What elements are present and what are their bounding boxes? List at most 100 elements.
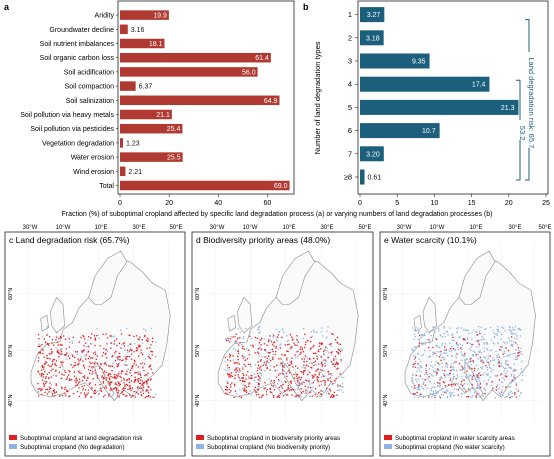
map-cropland-dot [412,393,414,395]
map-cropland-dot [413,346,416,348]
map-cropland-dot [302,366,304,369]
map-cropland-dot [234,335,236,338]
map-cropland-dot [341,376,343,378]
map-cropland-dot [457,394,459,396]
map-cropland-dot [98,337,100,339]
map-cropland-dot [483,372,486,374]
map-cropland-dot [112,387,114,390]
map-cropland-dot [284,344,286,346]
map-cropland-dot [487,357,489,360]
map-cropland-dot [477,387,479,389]
map-cropland-dot [468,367,471,369]
map-cropland-dot [321,361,323,363]
map-cropland-dot [134,380,136,382]
map-cropland-dot [42,379,44,381]
map-cropland-dot [147,379,149,381]
map-cropland-dot [72,364,75,366]
map-cropland-dot [444,376,446,378]
map-cropland-dot [430,334,432,337]
map-cropland-dot [307,365,309,367]
map-cropland-dot [260,369,263,371]
map-cropland-dot [299,346,302,348]
map-cropland-dot [438,346,441,348]
map-cropland-dot [63,374,65,376]
map-cropland-dot [330,352,332,354]
map-cropland-dot [227,382,229,385]
map-cropland-dot [427,377,429,379]
map-cropland-dot [503,350,505,353]
map-cropland-dot [299,348,302,350]
map-cropland-dot [94,339,96,341]
map-cropland-dot [308,362,311,364]
map-cropland-dot [416,380,418,383]
map-cropland-dot [266,367,268,370]
map-cropland-dot [143,363,146,365]
map-cropland-dot [497,354,499,356]
map-cropland-dot [439,385,442,387]
map-cropland-dot [131,394,134,397]
map-cropland-dot [240,396,243,399]
map-cropland-dot [514,378,516,381]
map-cropland-dot [450,393,453,395]
map-cropland-dot [336,368,338,370]
map-cropland-dot [301,391,303,394]
map-cropland-dot [417,352,419,355]
map-cropland-dot [472,373,474,375]
map-cropland-dot [330,396,332,398]
map-cropland-dot [515,368,517,371]
map-cropland-dot [226,386,228,389]
map-cropland-dot [418,386,420,389]
map-cropland-dot [83,335,85,338]
map-landmass [422,296,437,334]
map-cropland-dot [515,342,517,344]
map-cropland-dot [93,362,96,365]
map-cropland-dot [68,369,70,372]
map-cropland-dot [498,387,501,389]
map-cropland-dot [47,377,50,379]
map-cropland-dot [310,366,312,368]
map-cropland-dot [257,364,260,367]
map-cropland-dot [325,387,328,390]
map-cropland-dot [501,346,504,348]
map-cropland-dot [82,334,84,337]
map-cropland-dot [276,383,279,385]
map-cropland-dot [479,349,481,352]
map-cropland-dot [502,377,504,379]
map-cropland-dot [471,387,473,389]
map-cropland-dot [309,380,311,382]
map-cropland-dot [273,389,276,391]
map-cropland-dot [126,370,128,372]
map-cropland-dot [425,369,428,372]
map-cropland-dot [261,337,263,339]
map-cropland-dot [244,384,246,387]
map-cropland-dot [74,364,77,367]
map-cropland-dot [291,339,293,341]
map-cropland-dot [272,384,274,387]
map-cropland-dot [507,354,509,356]
map-cropland-dot [51,352,53,354]
bracket-label-bg [515,120,525,141]
map-cropland-dot [453,361,456,363]
map-cropland-dot [271,394,274,396]
map-cropland-dot [336,351,339,354]
map-cropland-dot [290,360,293,363]
map-cropland-dot [433,386,436,388]
map-cropland-dot [508,394,510,396]
map-cropland-dot [120,372,123,374]
map-cropland-dot [443,349,445,352]
map-lon-label: 10°W [430,225,445,231]
map-cropland-dot [52,368,54,370]
map-cropland-dot [460,351,463,353]
map-cropland-dot [117,395,119,397]
map-cropland-dot [122,393,124,396]
map-cropland-dot [121,392,123,394]
map-cropland-dot [127,368,129,370]
map-cropland-dot [75,377,78,379]
map-cropland-dot [244,360,246,362]
map-cropland-dot [498,348,501,351]
map-cropland-dot [64,338,67,341]
map-cropland-dot [443,346,446,348]
map-cropland-dot [337,362,339,365]
map-cropland-dot [509,326,511,329]
panel-a-letter: a [4,2,10,12]
